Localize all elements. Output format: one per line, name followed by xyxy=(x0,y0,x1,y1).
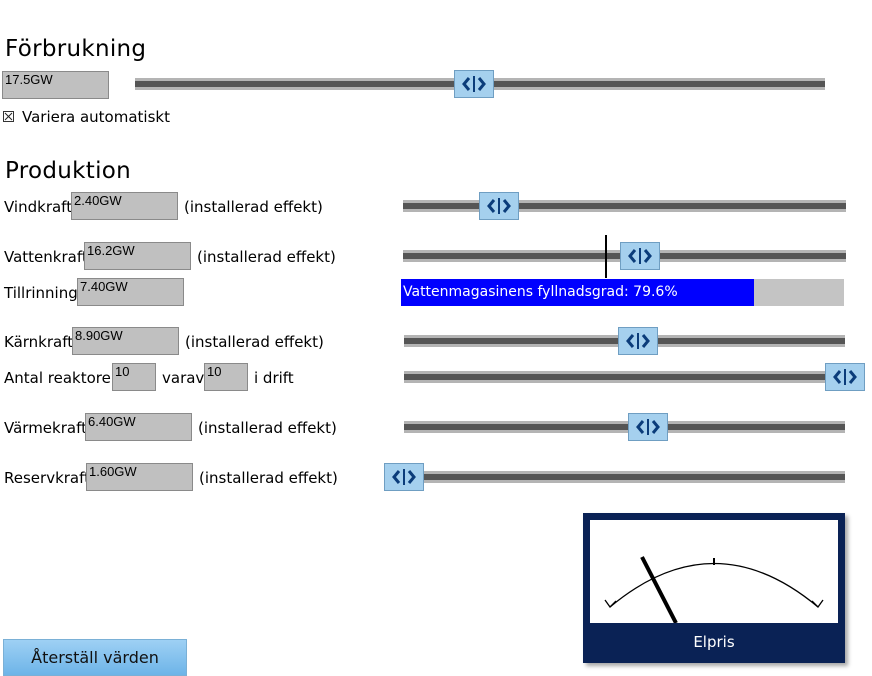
nuclear-label: Kärnkraft xyxy=(4,333,74,351)
reservoir-progress-bar: Vattenmagasinens fyllnadsgrad: 79.6% xyxy=(401,279,844,306)
reservoir-progress-text: Vattenmagasinens fyllnadsgrad: 79.6% xyxy=(403,284,678,300)
meter-tick-right xyxy=(811,599,824,609)
reserve-suffix: (installerad effekt) xyxy=(199,469,338,487)
hydro-marker-line xyxy=(605,235,607,278)
consumption-value-field[interactable]: 17.5GW xyxy=(2,71,109,99)
reserve-slider-track[interactable] xyxy=(404,471,845,483)
thermal-suffix: (installerad effekt) xyxy=(198,419,337,437)
left-right-arrows-icon xyxy=(636,419,660,435)
hydro-slider-thumb[interactable] xyxy=(620,242,660,270)
reactors-slider-track[interactable] xyxy=(404,371,845,383)
reservoir-progress-fill xyxy=(401,279,754,306)
price-meter-dial xyxy=(604,556,824,624)
price-meter-needle xyxy=(640,556,678,624)
reactors-suffix: i drift xyxy=(254,369,294,387)
thermal-label: Värmekraft xyxy=(4,419,87,437)
auto-vary-checkbox[interactable] xyxy=(3,111,14,122)
x-mark-icon xyxy=(4,112,13,121)
wind-slider-thumb[interactable] xyxy=(479,192,519,220)
reactors-count-field[interactable]: 10 xyxy=(112,363,156,391)
reserve-slider-thumb[interactable] xyxy=(384,463,424,491)
price-meter-face xyxy=(590,520,838,624)
hydro-suffix: (installerad effekt) xyxy=(197,248,336,266)
nuclear-suffix: (installerad effekt) xyxy=(185,333,324,351)
wind-slider-track[interactable] xyxy=(403,200,846,212)
reactors-label: Antal reaktorer xyxy=(4,369,118,387)
nuclear-slider-thumb[interactable] xyxy=(618,327,658,355)
meter-tick-left xyxy=(604,599,617,609)
hydro-label: Vattenkraft xyxy=(4,248,88,266)
price-meter-label: Elpris xyxy=(693,633,735,651)
hydro-value-field[interactable]: 16.2GW xyxy=(84,242,191,270)
reactors-running-field[interactable]: 10 xyxy=(204,363,248,391)
thermal-value-field[interactable]: 6.40GW xyxy=(85,413,192,441)
left-right-arrows-icon xyxy=(487,198,511,214)
reserve-value-field[interactable]: 1.60GW xyxy=(86,463,193,491)
left-right-arrows-icon xyxy=(626,333,650,349)
reserve-label: Reservkraft xyxy=(4,469,91,487)
auto-vary-label[interactable]: Variera automatiskt xyxy=(22,108,170,126)
inflow-value-field[interactable]: 7.40GW xyxy=(77,278,184,306)
left-right-arrows-icon xyxy=(462,76,486,92)
left-right-arrows-icon xyxy=(628,248,652,264)
wind-label: Vindkraft xyxy=(4,198,73,216)
price-meter: Elpris xyxy=(583,513,845,663)
consumption-title: Förbrukning xyxy=(5,36,147,62)
inflow-label: Tillrinning xyxy=(4,284,78,302)
left-right-arrows-icon xyxy=(833,369,857,385)
reset-values-button[interactable]: Återställ värden xyxy=(3,639,187,676)
reactors-of-label: varav xyxy=(162,369,205,387)
reactors-slider-thumb[interactable] xyxy=(825,363,865,391)
wind-value-field[interactable]: 2.40GW xyxy=(71,192,178,220)
thermal-slider-thumb[interactable] xyxy=(628,413,668,441)
production-title: Produktion xyxy=(5,158,132,184)
consumption-slider-thumb[interactable] xyxy=(454,70,494,98)
wind-suffix: (installerad effekt) xyxy=(184,198,323,216)
nuclear-value-field[interactable]: 8.90GW xyxy=(72,327,179,355)
left-right-arrows-icon xyxy=(392,469,416,485)
thermal-slider-track[interactable] xyxy=(404,421,845,433)
